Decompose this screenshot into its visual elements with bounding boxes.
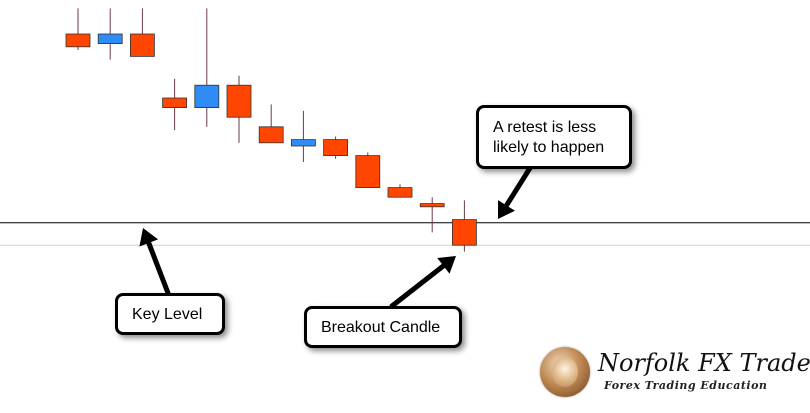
retest-annotation-line-1: A retest is less bbox=[493, 119, 597, 136]
candle-body bbox=[65, 33, 91, 48]
candle bbox=[129, 8, 155, 57]
candle bbox=[323, 136, 349, 159]
candle bbox=[258, 104, 284, 144]
key-level-annotation: Key Level bbox=[115, 293, 225, 335]
breakout-candle-annotation: Breakout Candle bbox=[304, 306, 462, 348]
candle bbox=[419, 197, 445, 233]
retest-arrow bbox=[498, 165, 533, 219]
candle bbox=[290, 110, 316, 162]
candle bbox=[162, 78, 188, 130]
candle bbox=[355, 152, 381, 189]
candle bbox=[387, 184, 413, 198]
brand-logo: Norfolk FX Trader Forex Trading Educatio… bbox=[540, 347, 810, 399]
candle-body bbox=[387, 187, 413, 198]
retest-annotation-line-2: likely to happen bbox=[493, 139, 605, 156]
brand-name: Norfolk FX Trader bbox=[598, 349, 810, 377]
annotation-arrows bbox=[139, 165, 533, 309]
candles bbox=[65, 8, 477, 252]
brand-tagline: Forex Trading Education bbox=[604, 379, 768, 392]
candle-body bbox=[97, 33, 123, 45]
level-lines bbox=[0, 222, 810, 246]
candle-body bbox=[451, 219, 477, 246]
candle bbox=[451, 200, 477, 252]
candle-body bbox=[258, 126, 284, 144]
candle bbox=[226, 75, 252, 143]
candle-body bbox=[162, 97, 188, 109]
candle bbox=[97, 8, 123, 60]
candle-body bbox=[419, 203, 445, 208]
key-level-arrow bbox=[139, 228, 171, 296]
candle bbox=[194, 8, 220, 127]
candle-body bbox=[323, 139, 349, 157]
retest-annotation: A retest is less likely to happen bbox=[476, 105, 632, 169]
candle-body bbox=[290, 139, 316, 147]
globe-badge-icon bbox=[540, 347, 590, 397]
key-level-annotation-text: Key Level bbox=[132, 306, 203, 323]
candle-body bbox=[129, 33, 155, 57]
candle bbox=[65, 8, 91, 50]
candle-body bbox=[194, 84, 220, 108]
breakout-candle-arrow bbox=[389, 256, 456, 309]
candle-body bbox=[355, 155, 381, 189]
breakout-candle-annotation-text: Breakout Candle bbox=[321, 319, 441, 336]
candle-body bbox=[226, 84, 252, 118]
